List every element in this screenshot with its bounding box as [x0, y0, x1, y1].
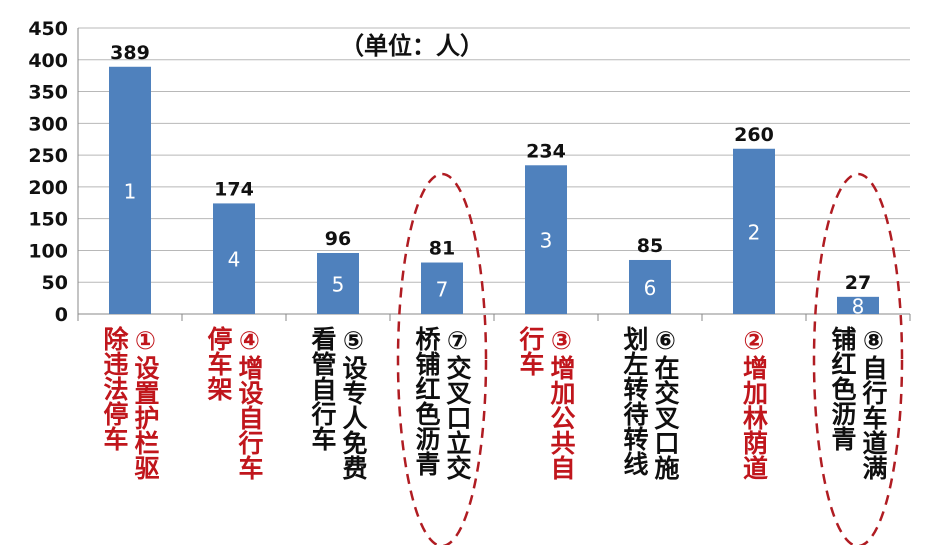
data-label: 260	[734, 124, 774, 146]
category-label: ③增加公共自 行车	[516, 326, 576, 480]
bar	[837, 296, 879, 314]
data-label: 234	[526, 140, 566, 162]
y-tick-label: 150	[28, 209, 68, 231]
bar	[733, 148, 775, 314]
bar	[421, 262, 463, 314]
data-label: 27	[845, 272, 871, 294]
y-tick-label: 100	[28, 240, 68, 262]
data-label: 96	[325, 228, 351, 250]
category-label-line: ⑧自行车道满	[859, 326, 888, 480]
rank-label: 4	[228, 248, 241, 272]
category-label-line: 铺红色沥青	[828, 326, 857, 451]
bar	[213, 203, 255, 314]
bar	[109, 66, 151, 314]
category-label: ①设置护栏驱 除违法停车	[100, 326, 160, 480]
category-label: ⑧自行车道满 铺红色沥青	[828, 326, 888, 480]
y-tick-label: 0	[55, 304, 68, 326]
data-label: 389	[110, 42, 150, 64]
rank-label: 6	[644, 276, 657, 300]
y-tick-label: 450	[28, 18, 68, 40]
category-label-line: ⑥在交叉口施	[651, 326, 680, 480]
rank-label: 2	[748, 220, 761, 244]
category-label-line: ①设置护栏驱	[131, 326, 160, 480]
y-tick-label: 350	[28, 82, 68, 104]
rank-label: 5	[332, 272, 345, 296]
category-label-line: 看管自行车	[308, 326, 337, 451]
bar	[629, 259, 671, 314]
unit-label: （单位：人）	[340, 32, 484, 60]
y-tick-label: 250	[28, 145, 68, 167]
category-label: ⑦交叉口立交 桥铺红色沥青	[412, 326, 472, 480]
category-label-line: 划左转待转线	[620, 326, 649, 476]
y-tick-label: 200	[28, 177, 68, 199]
category-label-line: 桥铺红色沥青	[412, 326, 441, 476]
category-label: ⑥在交叉口施 划左转待转线	[620, 326, 680, 480]
category-label: ④增设自行车 停车架	[204, 326, 264, 480]
category-label-line: 停车架	[204, 326, 233, 401]
category-label-line: ⑦交叉口立交	[443, 326, 472, 480]
y-tick-label: 50	[42, 272, 68, 294]
bar	[525, 165, 567, 314]
category-label-line: 除违法停车	[100, 326, 129, 451]
data-label: 81	[429, 238, 455, 260]
rank-label: 3	[540, 229, 553, 253]
highlight-ellipse	[812, 172, 904, 545]
rank-label: 7	[436, 277, 449, 301]
rank-label: 1	[124, 179, 137, 203]
rank-label: 8	[852, 294, 865, 318]
category-label: ②增加林荫道	[739, 326, 769, 480]
bar	[317, 252, 359, 314]
category-label-line: 行车	[516, 326, 545, 376]
category-label-line: ④增设自行车	[235, 326, 264, 480]
data-label: 174	[214, 178, 254, 200]
y-tick-label: 300	[28, 113, 68, 135]
y-tick-label: 400	[28, 50, 68, 72]
highlight-ellipse	[396, 172, 488, 545]
category-label-line: ③增加公共自	[547, 326, 576, 480]
category-label-line: ⑤设专人免费	[339, 326, 368, 480]
category-label: ⑤设专人免费 看管自行车	[308, 326, 368, 480]
category-label-line: ②增加林荫道	[739, 326, 769, 480]
data-label: 85	[637, 235, 663, 257]
